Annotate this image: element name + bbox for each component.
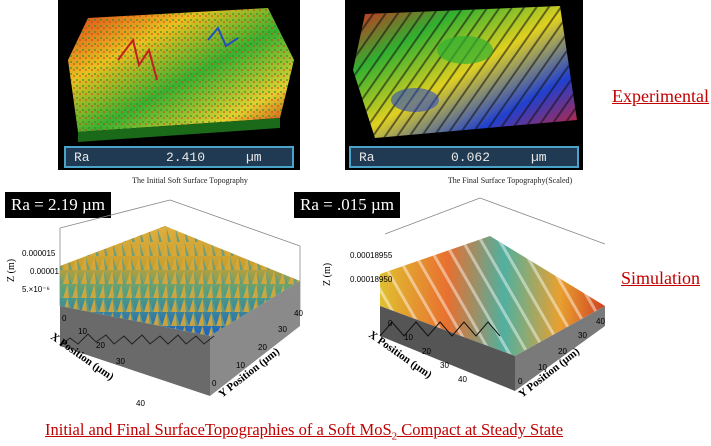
final-surface-plot: 0.00018955 0.00018950 Z (m) 0 10 20 30 4… bbox=[322, 197, 605, 400]
initial-y-tick: 30 bbox=[278, 325, 287, 334]
caption-text-end: Compact at Steady State bbox=[397, 420, 564, 439]
final-z-tick: 0.00018950 bbox=[350, 275, 393, 284]
caption-subscript: 2 bbox=[391, 430, 398, 443]
final-x-tick: 30 bbox=[440, 361, 449, 370]
final-z-tick: 0.00018955 bbox=[350, 251, 393, 260]
initial-x-tick: 30 bbox=[116, 357, 125, 366]
ra-unit: µm bbox=[531, 150, 547, 165]
final-plot-title: The Final Surface Topography(Scaled) bbox=[447, 176, 573, 185]
experimental-right-panel: Ra 0.062 µm bbox=[345, 0, 583, 170]
initial-x-tick: 40 bbox=[136, 399, 145, 408]
final-y-tick: 0 bbox=[518, 377, 523, 386]
final-x-tick: 0 bbox=[388, 319, 393, 328]
figure-caption: Initial and Final SurfaceTopographies of… bbox=[45, 420, 563, 442]
experimental-right-surface bbox=[353, 6, 577, 138]
initial-x-tick: 20 bbox=[96, 341, 105, 350]
ra-label: Ra bbox=[359, 150, 375, 165]
initial-z-tick: 5.×10⁻⁶ bbox=[22, 285, 50, 294]
initial-y-tick: 40 bbox=[294, 309, 303, 318]
final-y-tick: 20 bbox=[558, 347, 567, 356]
initial-x-tick: 0 bbox=[62, 314, 67, 323]
initial-plot-title: The Initial Soft Surface Topography bbox=[132, 176, 248, 185]
initial-z-label: Z (m) bbox=[6, 259, 17, 282]
initial-ra-badge: Ra = 2.19 µm bbox=[5, 192, 111, 218]
final-x-tick: 40 bbox=[458, 375, 467, 384]
experimental-label: Experimental bbox=[612, 86, 709, 106]
initial-y-tick: 20 bbox=[258, 343, 267, 352]
ra-unit: µm bbox=[246, 150, 262, 165]
initial-surface-plot: 0.000015 0.00001 5.×10⁻⁶ Z (m) 0 10 20 3… bbox=[6, 199, 303, 408]
experimental-left-surface bbox=[68, 8, 294, 142]
caption-text: Initial and Final SurfaceTopographies of… bbox=[45, 420, 392, 439]
ra-value: 0.062 bbox=[451, 150, 491, 165]
ra-value: 2.410 bbox=[166, 150, 206, 165]
final-y-tick: 10 bbox=[538, 363, 547, 372]
final-x-tick: 10 bbox=[404, 333, 413, 342]
final-y-tick: 30 bbox=[578, 331, 587, 340]
final-x-tick: 20 bbox=[422, 347, 431, 356]
final-ra-badge: Ra = .015 µm bbox=[294, 192, 400, 218]
experimental-left-readout: Ra 2.410 µm bbox=[64, 146, 294, 168]
initial-z-tick: 0.00001 bbox=[30, 267, 59, 276]
simulation-label: Simulation bbox=[621, 268, 701, 288]
ra-label: Ra bbox=[74, 150, 90, 165]
experimental-left-panel: Ra 2.410 µm bbox=[58, 0, 300, 170]
initial-y-tick: 10 bbox=[236, 361, 245, 370]
final-y-tick: 40 bbox=[596, 317, 605, 326]
experimental-right-readout: Ra 0.062 µm bbox=[349, 146, 579, 168]
final-z-label: Z (m) bbox=[322, 263, 333, 286]
initial-x-tick: 10 bbox=[78, 327, 87, 336]
initial-z-tick: 0.000015 bbox=[22, 249, 56, 258]
initial-y-tick: 0 bbox=[212, 379, 217, 388]
